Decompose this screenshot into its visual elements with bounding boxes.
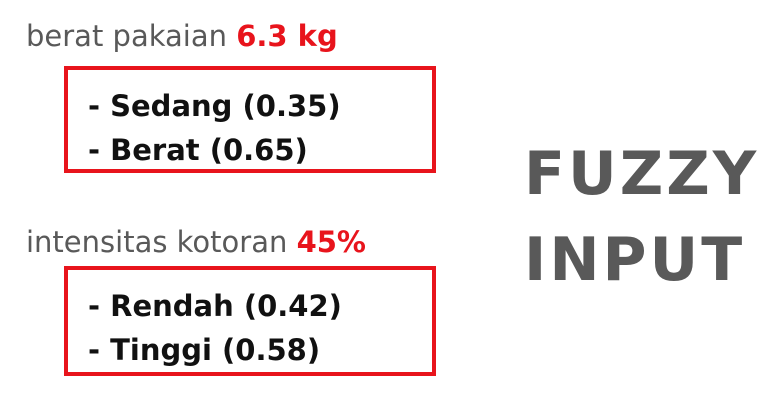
dirt-membership-box: - Rendah (0.42) - Tinggi (0.58) <box>64 266 436 376</box>
dirt-label-text: intensitas kotoran <box>26 225 288 259</box>
title-line-fuzzy: FUZZY <box>524 139 760 209</box>
membership-item-berat: - Berat (0.65) <box>88 133 308 167</box>
dirt-label: intensitas kotoran 45% <box>26 228 366 257</box>
membership-item-sedang: - Sedang (0.35) <box>88 89 341 123</box>
weight-membership-box: - Sedang (0.35) - Berat (0.65) <box>64 66 436 173</box>
weight-label-text: berat pakaian <box>26 19 227 53</box>
membership-item-tinggi: - Tinggi (0.58) <box>88 333 321 367</box>
membership-item-rendah: - Rendah (0.42) <box>88 289 342 323</box>
title-line-input: INPUT <box>524 225 746 295</box>
weight-label: berat pakaian 6.3 kg <box>26 22 338 51</box>
weight-value: 6.3 kg <box>236 19 338 53</box>
dirt-value: 45% <box>296 225 366 259</box>
